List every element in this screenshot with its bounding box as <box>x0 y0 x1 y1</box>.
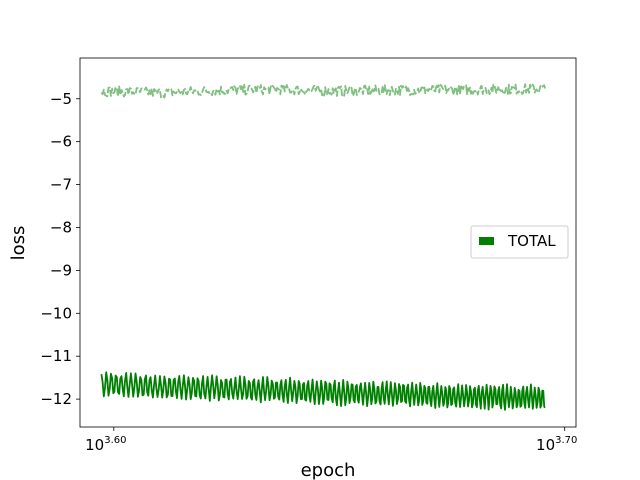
series-layer <box>100 83 546 411</box>
y-axis: −5 −6 −7 −8 −9 −10 −11 −12 <box>40 90 80 408</box>
legend-label-total: TOTAL <box>507 232 556 250</box>
y-tick-label: −7 <box>50 176 72 194</box>
plot-frame <box>79 57 577 428</box>
y-tick-label: −10 <box>40 304 72 322</box>
y-tick-label: −9 <box>50 261 72 279</box>
x-axis: 103.60 103.70 <box>85 427 577 454</box>
y-tick-label: −11 <box>40 347 72 365</box>
y-tick-label: −12 <box>40 390 72 408</box>
series-line-secondary <box>100 83 546 99</box>
x-axis-label: epoch <box>301 460 356 480</box>
series-line-total <box>100 371 546 411</box>
legend-box <box>470 225 569 259</box>
x-tick-label: 103.60 <box>85 435 126 454</box>
legend: TOTAL <box>470 225 569 259</box>
y-axis-label: loss <box>8 226 29 261</box>
x-tick-label: 103.70 <box>536 435 577 454</box>
y-tick-label: −8 <box>50 218 72 236</box>
y-tick-label: −6 <box>50 133 72 151</box>
legend-swatch-total <box>479 237 494 245</box>
y-tick-label: −5 <box>50 90 72 108</box>
